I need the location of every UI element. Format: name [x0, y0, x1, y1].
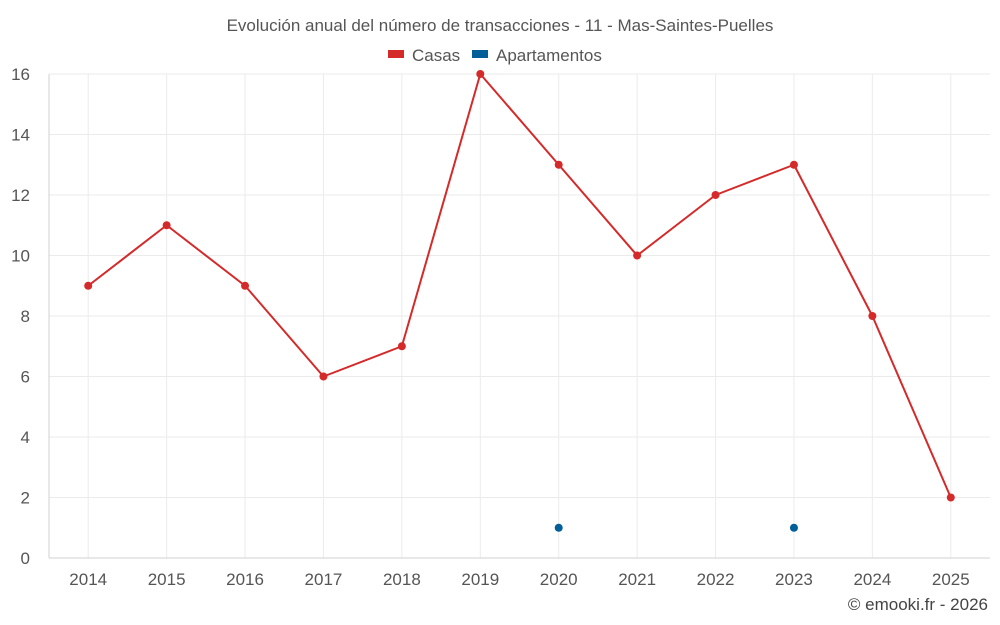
x-tick-label: 2015 — [148, 570, 186, 589]
series — [84, 70, 955, 532]
data-point-casas[interactable] — [162, 221, 171, 230]
legend: Casas Apartamentos — [388, 46, 602, 65]
data-point-casas[interactable] — [946, 493, 955, 502]
y-tick-label: 12 — [11, 186, 30, 205]
x-tick-label: 2024 — [853, 570, 891, 589]
data-point-casas[interactable] — [789, 160, 798, 169]
legend-label-apartamentos: Apartamentos — [496, 46, 602, 65]
data-point-apartamentos[interactable] — [554, 523, 563, 532]
credit-text: © emooki.fr - 2026 — [848, 595, 988, 614]
data-point-apartamentos[interactable] — [789, 523, 798, 532]
axes: 0 2 4 6 8 10 12 14 16 2014 2015 2016 2017 2018 2019 202… — [11, 65, 990, 589]
legend-item-apartamentos[interactable]: Apartamentos — [472, 46, 602, 65]
data-point-casas[interactable] — [319, 372, 328, 381]
series-apartamentos — [554, 523, 798, 532]
legend-swatch-apartamentos — [472, 50, 488, 58]
y-tick-label: 0 — [21, 549, 30, 568]
y-tick-label: 6 — [21, 368, 30, 387]
x-tick-label: 2017 — [305, 570, 343, 589]
x-tick-label: 2023 — [775, 570, 813, 589]
x-tick-label: 2021 — [618, 570, 656, 589]
grid — [49, 73, 990, 558]
data-point-casas[interactable] — [554, 160, 563, 169]
x-tick-label: 2025 — [932, 570, 970, 589]
data-point-casas[interactable] — [633, 251, 642, 260]
y-tick-label: 14 — [11, 126, 30, 145]
x-tick-label: 2022 — [697, 570, 735, 589]
y-tick-label: 4 — [21, 428, 30, 447]
x-tick-label: 2019 — [461, 570, 499, 589]
data-point-casas[interactable] — [397, 342, 406, 351]
data-point-casas[interactable] — [711, 191, 720, 199]
data-point-casas[interactable] — [868, 312, 877, 320]
y-tick-label: 8 — [21, 307, 30, 326]
data-point-casas[interactable] — [241, 281, 250, 290]
x-tick-label: 2016 — [226, 570, 264, 589]
legend-item-casas[interactable]: Casas — [388, 46, 460, 65]
y-tick-label: 16 — [11, 65, 30, 84]
data-point-casas[interactable] — [84, 281, 93, 290]
legend-label-casas: Casas — [412, 46, 460, 65]
x-tick-label: 2014 — [69, 570, 107, 589]
legend-swatch-casas — [388, 50, 404, 58]
x-tick-label: 2020 — [540, 570, 578, 589]
series-casas — [84, 70, 955, 502]
y-tick-label: 10 — [11, 247, 30, 266]
x-tick-label: 2018 — [383, 570, 421, 589]
chart-title: Evolución anual del número de transaccio… — [227, 16, 774, 35]
series-line-casas — [87, 73, 952, 498]
y-tick-label: 2 — [21, 489, 30, 508]
data-point-casas[interactable] — [476, 70, 485, 78]
